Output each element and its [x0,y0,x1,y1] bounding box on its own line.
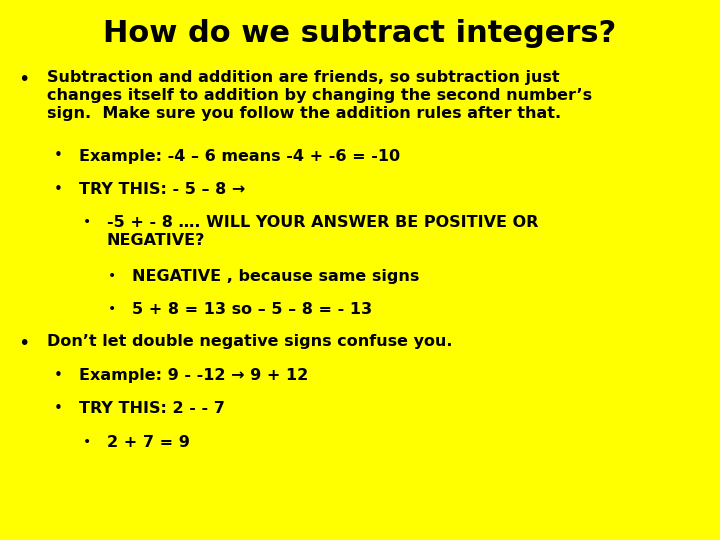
Text: TRY THIS: 2 - - 7: TRY THIS: 2 - - 7 [79,401,225,416]
Text: How do we subtract integers?: How do we subtract integers? [104,19,616,48]
Text: 5 + 8 = 13 so – 5 – 8 = - 13: 5 + 8 = 13 so – 5 – 8 = - 13 [132,302,372,317]
Text: •: • [108,269,116,284]
Text: •: • [54,148,63,164]
Text: Subtraction and addition are friends, so subtraction just
changes itself to addi: Subtraction and addition are friends, so… [47,70,592,121]
Text: •: • [54,401,63,416]
Text: Example: 9 - -12 → 9 + 12: Example: 9 - -12 → 9 + 12 [79,368,308,383]
Text: NEGATIVE , because same signs: NEGATIVE , because same signs [132,269,419,285]
Text: •: • [83,215,91,230]
Text: TRY THIS: - 5 – 8 →: TRY THIS: - 5 – 8 → [79,182,246,197]
Text: Example: -4 – 6 means -4 + -6 = -10: Example: -4 – 6 means -4 + -6 = -10 [79,148,400,164]
Text: Don’t let double negative signs confuse you.: Don’t let double negative signs confuse … [47,334,452,349]
Text: •: • [83,435,91,449]
Text: •: • [108,302,116,316]
Text: •: • [18,70,30,89]
Text: •: • [18,334,30,353]
Text: •: • [54,368,63,383]
Text: -5 + - 8 …. WILL YOUR ANSWER BE POSITIVE OR
NEGATIVE?: -5 + - 8 …. WILL YOUR ANSWER BE POSITIVE… [107,215,538,248]
Text: •: • [54,182,63,197]
Text: 2 + 7 = 9: 2 + 7 = 9 [107,435,189,450]
